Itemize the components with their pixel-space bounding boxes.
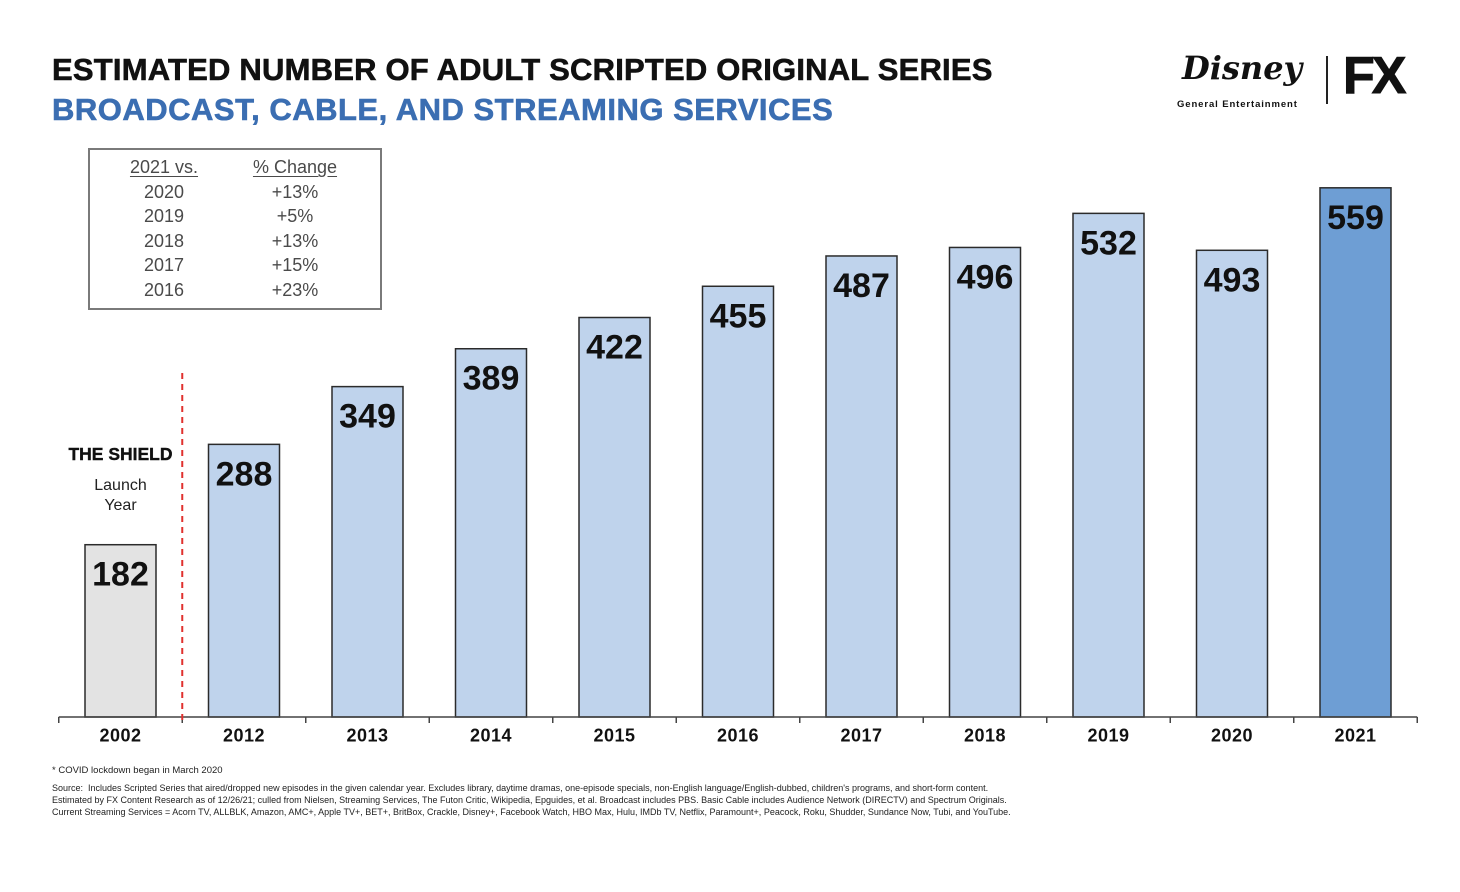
x-tick-label: 2012 xyxy=(223,726,265,746)
bar-value-label: 496 xyxy=(957,258,1014,296)
table-cell-change: +15% xyxy=(271,255,319,275)
table-cell-change: +23% xyxy=(271,279,319,300)
table-row: 2017 +15% xyxy=(90,253,380,278)
bar-value-label: 455 xyxy=(710,297,767,335)
x-tick-label: 2016 xyxy=(717,726,759,746)
table-cell-change: +13% xyxy=(271,230,319,251)
bar-value-label: 532 xyxy=(1080,224,1137,262)
table-row: 2020 +13% xyxy=(90,180,380,205)
table-header-change: % Change xyxy=(252,157,338,177)
x-tick-label: 2019 xyxy=(1087,726,1129,746)
x-tick-label: 2018 xyxy=(964,726,1006,746)
table-row: 2018 +13% xyxy=(90,229,380,254)
bar-2019 xyxy=(1072,212,1145,718)
x-tick-label: 2021 xyxy=(1334,726,1376,746)
table-cell-year: 2018 xyxy=(143,230,185,251)
x-tick-label: 2013 xyxy=(346,726,388,746)
x-tick-label: 2015 xyxy=(593,726,635,746)
disney-logo: Disney xyxy=(1182,49,1303,87)
covid-footnote: * COVID lockdown began in March 2020 xyxy=(52,765,223,776)
percent-change-table: 2021 vs. % Change 2020 +13% 2019 +5% 201… xyxy=(88,148,382,310)
bar-2016 xyxy=(701,285,775,718)
annotation-title: THE SHIELD xyxy=(68,444,173,464)
logo-divider xyxy=(1326,56,1328,104)
table-header-row: 2021 vs. % Change xyxy=(90,155,380,180)
bar-value-label: 182 xyxy=(92,556,149,594)
table-cell-change: +5% xyxy=(276,206,314,226)
table-row: 2016 +23% xyxy=(90,278,380,303)
bar-2013 xyxy=(331,385,404,718)
chart-subtitle: BROADCAST, CABLE, AND STREAMING SERVICES xyxy=(52,92,834,128)
bar-2012 xyxy=(207,443,281,718)
table-cell-change: +13% xyxy=(271,181,319,202)
chart-title: ESTIMATED NUMBER OF ADULT SCRIPTED ORIGI… xyxy=(52,52,993,88)
source-line: Estimated by FX Content Research as of 1… xyxy=(52,795,1007,805)
source-line: Current Streaming Services = Acorn TV, A… xyxy=(52,807,1011,817)
x-tick-label: 2020 xyxy=(1211,726,1253,746)
table-row: 2019 +5% xyxy=(90,204,380,229)
bar-2015 xyxy=(578,316,651,718)
table-cell-year: 2016 xyxy=(143,279,185,300)
bar-2021 xyxy=(1319,187,1392,718)
bar-value-label: 288 xyxy=(216,455,273,493)
x-tick-label: 2017 xyxy=(840,726,882,746)
bar-value-label: 422 xyxy=(586,329,643,367)
x-tick-label: 2014 xyxy=(470,726,512,746)
bar-2020 xyxy=(1195,249,1269,718)
bar-2002 xyxy=(84,543,157,718)
bar-value-label: 493 xyxy=(1204,261,1261,299)
bar-value-label: 487 xyxy=(833,267,890,305)
source-line: Source: Includes Scripted Series that ai… xyxy=(52,783,989,793)
table-cell-year: 2017 xyxy=(143,255,185,275)
bar-value-label: 389 xyxy=(463,360,520,398)
table-cell-year: 2019 xyxy=(143,206,185,226)
table-header-comparison: 2021 vs. xyxy=(129,157,199,177)
bar-value-label: 349 xyxy=(339,398,396,436)
bar-2017 xyxy=(825,255,898,718)
bar-value-label: 559 xyxy=(1327,199,1384,237)
annotation-line: Year xyxy=(104,497,137,514)
brand-logo: Disney General Entertainment FX xyxy=(1170,44,1420,112)
x-tick-label: 2002 xyxy=(99,726,141,746)
annotation-line: Launch xyxy=(94,477,147,494)
fx-logo: FX xyxy=(1342,47,1406,105)
bar-2014 xyxy=(454,347,528,718)
bar-2018 xyxy=(948,246,1022,718)
disney-division-label: General Entertainment xyxy=(1177,99,1298,110)
table-cell-year: 2020 xyxy=(143,181,185,202)
source-footnote: Source: Includes Scripted Series that ai… xyxy=(52,782,1011,818)
the-shield-annotation: THE SHIELD Launch Year xyxy=(55,443,186,516)
